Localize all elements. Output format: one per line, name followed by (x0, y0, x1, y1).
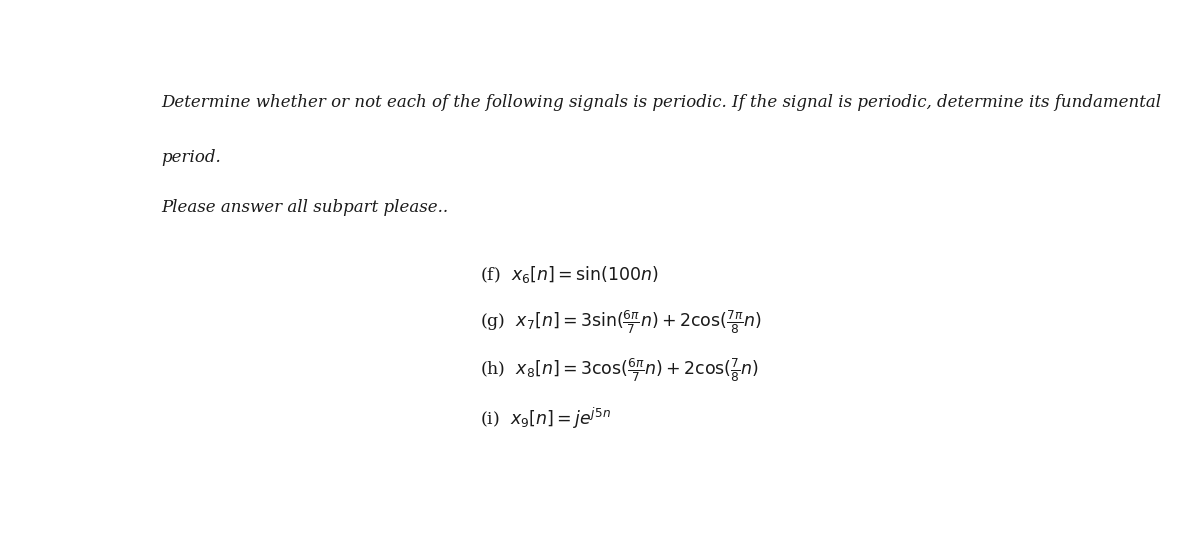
Text: period.: period. (161, 149, 221, 166)
Text: Determine whether or not each of the following signals is periodic. If the signa: Determine whether or not each of the fol… (161, 94, 1162, 111)
Text: (i)  $x_9[n] = je^{j5n}$: (i) $x_9[n] = je^{j5n}$ (480, 406, 611, 431)
Text: (g)  $x_7[n] = 3\sin(\frac{6\pi}{7}n) + 2\cos(\frac{7\pi}{8}n)$: (g) $x_7[n] = 3\sin(\frac{6\pi}{7}n) + 2… (480, 308, 762, 336)
Text: Please answer all subpart please..: Please answer all subpart please.. (161, 199, 449, 216)
Text: (h)  $x_8[n] = 3\cos(\frac{6\pi}{7}n) + 2\cos(\frac{7}{8}n)$: (h) $x_8[n] = 3\cos(\frac{6\pi}{7}n) + 2… (480, 357, 760, 384)
Text: (f)  $x_6[n] = \sin(100n)$: (f) $x_6[n] = \sin(100n)$ (480, 264, 659, 285)
